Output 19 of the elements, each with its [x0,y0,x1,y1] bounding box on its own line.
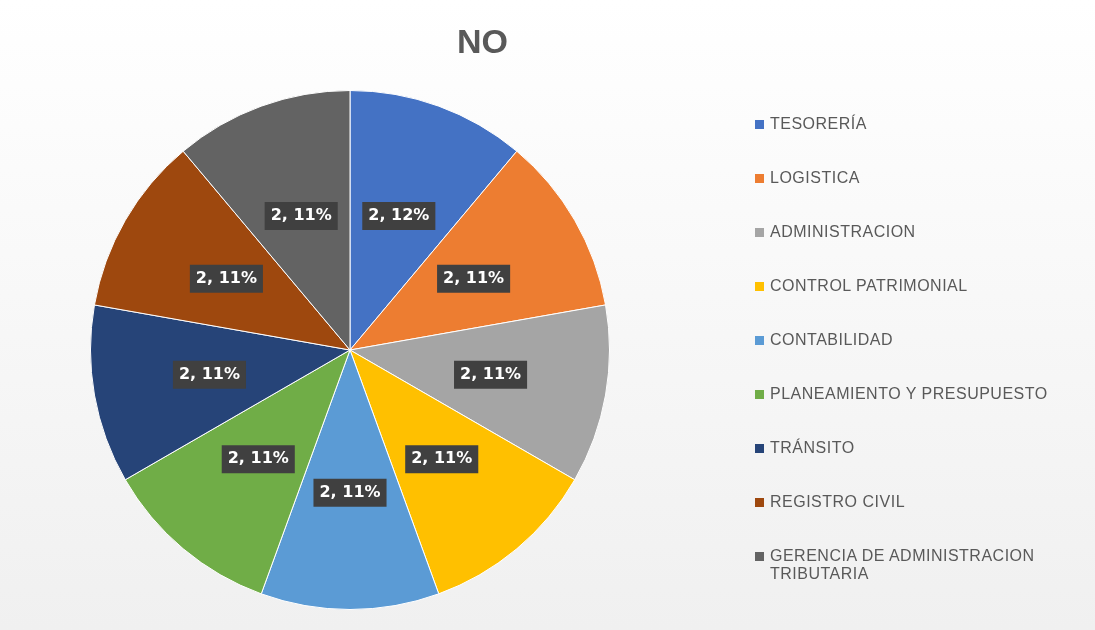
legend-label: LOGISTICA [770,169,860,187]
legend-label: TRÁNSITO [770,439,855,457]
data-label: 2, 11% [443,267,505,287]
data-label: 2, 11% [460,363,522,383]
data-label: 2, 12% [368,205,430,225]
legend-label: TESORERÍA [770,115,867,133]
legend-label: CONTABILIDAD [770,331,894,349]
chart-title: NO [456,22,509,61]
data-label: 2, 11% [270,205,332,225]
legend-label: GERENCIA DE ADMINISTRACION TRIBUTARIA [770,547,1036,583]
legend-label: REGISTRO CIVIL [770,493,906,511]
data-label: 2, 11% [411,448,473,468]
legend-label: PLANEAMIENTO Y PRESUPUESTO [770,385,1048,403]
data-label: 2, 11% [227,448,289,468]
data-label: 2, 11% [319,481,381,501]
legend-label: ADMINISTRACION [770,223,916,241]
legend-label: CONTROL PATRIMONIAL [770,277,968,295]
data-label: 2, 11% [195,267,257,287]
data-label: 2, 11% [178,363,240,383]
